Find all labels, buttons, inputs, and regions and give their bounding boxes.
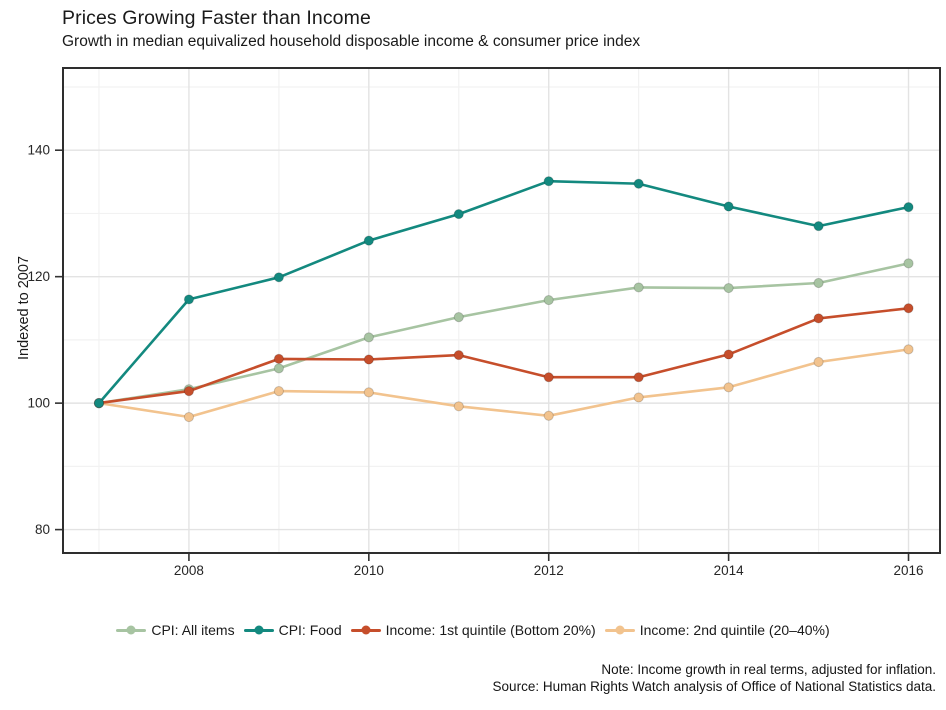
legend-label: Income: 1st quintile (Bottom 20%) xyxy=(385,622,596,638)
data-point xyxy=(453,349,464,361)
data-point xyxy=(543,176,554,187)
data-point xyxy=(723,282,734,294)
legend-label: Income: 2nd quintile (20–40%) xyxy=(639,622,830,638)
series-line xyxy=(97,348,910,419)
note-line: Note: Income growth in real terms, adjus… xyxy=(601,662,936,677)
data-point xyxy=(183,386,195,397)
panel-background xyxy=(63,68,940,553)
data-point xyxy=(273,363,284,374)
legend-key-icon xyxy=(243,625,274,635)
data-point xyxy=(633,282,644,293)
legend-key-icon xyxy=(350,625,381,635)
legend-item: Income: 2nd quintile (20–40%) xyxy=(604,622,830,638)
data-point xyxy=(903,344,914,355)
data-point xyxy=(543,372,554,383)
data-point xyxy=(903,303,914,314)
data-point xyxy=(453,208,464,220)
source-line: Source: Human Rights Watch analysis of O… xyxy=(492,679,936,694)
chart-title: Prices Growing Faster than Income xyxy=(62,7,371,29)
data-point xyxy=(633,372,644,383)
data-point xyxy=(273,353,284,364)
legend-label: CPI: All items xyxy=(151,622,235,638)
x-axis-tick-label: 2016 xyxy=(893,563,923,578)
panel-border xyxy=(62,67,941,554)
data-point xyxy=(543,410,554,421)
y-axis-title: Indexed to 2007 xyxy=(16,255,32,361)
data-point xyxy=(363,387,374,398)
legend-label: CPI: Food xyxy=(278,622,342,638)
data-point xyxy=(723,201,734,212)
line-chart: 2008 2010 2012 2014 2016 80 100 120 140 xyxy=(27,67,941,578)
legend-item: CPI: Food xyxy=(243,622,342,638)
chart-subtitle: Growth in median equivalized household d… xyxy=(62,33,641,50)
x-axis-tick-label: 2008 xyxy=(174,563,204,578)
data-point xyxy=(273,386,284,397)
y-axis-tick-label: 120 xyxy=(27,269,50,284)
data-point xyxy=(903,258,914,269)
series-line xyxy=(97,179,910,405)
x-axis-tick-label: 2012 xyxy=(534,563,564,578)
data-point xyxy=(183,294,195,305)
data-point xyxy=(363,354,374,365)
x-axis-tick-label: 2014 xyxy=(714,563,745,578)
y-axis-tick-label: 100 xyxy=(27,396,50,411)
data-point xyxy=(813,356,824,368)
data-point xyxy=(93,398,105,409)
y-axis-tick-label: 80 xyxy=(35,522,50,537)
data-point xyxy=(543,294,554,306)
x-axis-tick-label: 2010 xyxy=(354,563,384,578)
chart-notes: Note: Income growth in real terms, adjus… xyxy=(493,661,936,695)
legend-key-icon xyxy=(116,625,147,635)
series-line xyxy=(97,307,910,405)
chart-legend: CPI: All items CPI: Food Income: 1st quint… xyxy=(0,622,946,638)
data-point xyxy=(273,272,284,283)
series-line xyxy=(97,262,910,405)
legend-dot-icon xyxy=(361,625,371,635)
data-point xyxy=(813,220,824,232)
data-point xyxy=(813,277,824,289)
legend-item: CPI: All items xyxy=(116,622,235,638)
data-point xyxy=(723,349,734,360)
data-point xyxy=(363,332,374,343)
data-point xyxy=(363,235,374,246)
legend-key-icon xyxy=(604,625,635,635)
data-point xyxy=(813,313,824,324)
data-point xyxy=(633,178,644,189)
data-point xyxy=(633,392,644,403)
data-point xyxy=(723,382,734,393)
data-point xyxy=(903,202,914,213)
legend-dot-icon xyxy=(126,625,136,635)
legend-dot-icon xyxy=(615,625,625,635)
legend-item: Income: 1st quintile (Bottom 20%) xyxy=(350,622,596,638)
data-point xyxy=(183,411,195,423)
data-point xyxy=(453,401,464,412)
y-axis-tick-label: 140 xyxy=(27,143,50,158)
data-point xyxy=(453,312,464,323)
legend-dot-icon xyxy=(254,625,264,635)
